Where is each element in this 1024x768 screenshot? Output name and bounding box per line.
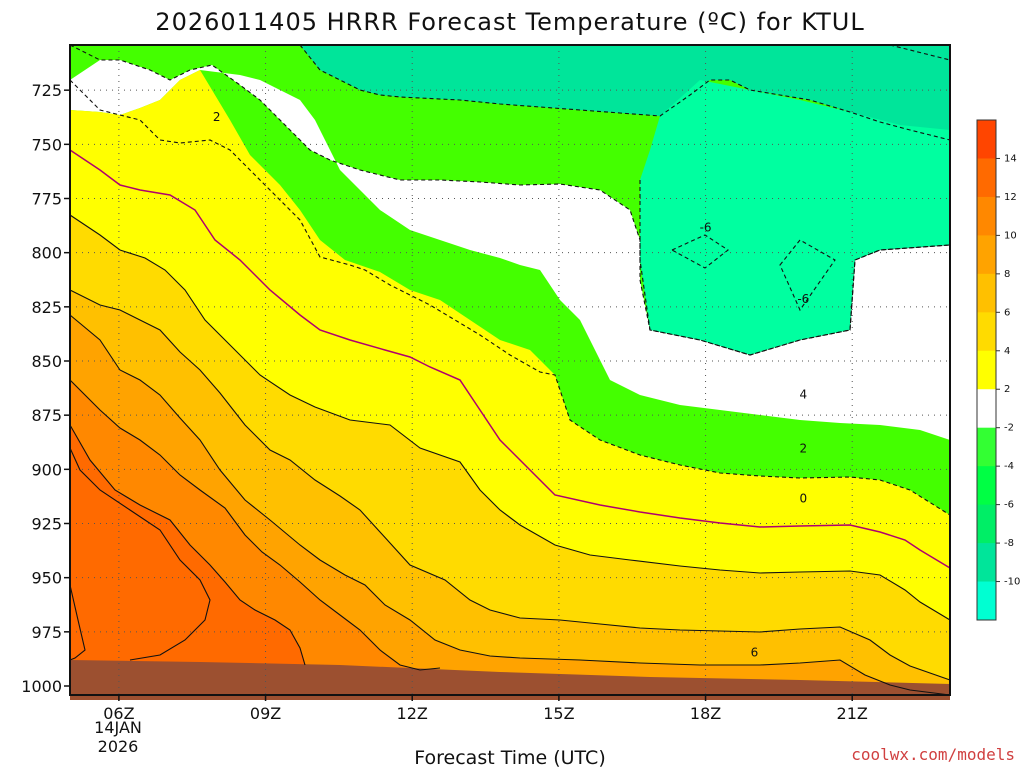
contour-minus6-cell1-line <box>670 234 729 269</box>
colorbar: 14 12 10 8 6 4 2 -2 -4 -6 -8 -10 <box>976 119 1020 621</box>
colorbar-swatch <box>977 466 996 506</box>
colorbar-label: 2 <box>1004 384 1010 395</box>
x-tick-label: 09Z <box>250 704 281 723</box>
y-tick-label: 750 <box>31 135 62 154</box>
contour-4-line <box>69 289 951 681</box>
colorbar-label: 8 <box>1004 269 1010 280</box>
y-tick-label: 850 <box>31 352 62 371</box>
x-tick-label: 06Z <box>103 704 134 723</box>
x-date-line-2: 2026 <box>98 737 139 756</box>
contour-label: 2 <box>800 442 808 456</box>
y-tick-label: 875 <box>31 406 62 425</box>
colorbar-swatch <box>977 504 996 544</box>
y-tick-label: 825 <box>31 298 62 317</box>
colorbar-swatch <box>977 543 996 583</box>
contour-12-line <box>69 447 211 661</box>
contour-label: -6 <box>797 292 809 306</box>
colorbar-swatch <box>977 427 996 467</box>
y-tick-label: 975 <box>31 623 62 642</box>
contour-labels: 2 -6 -6 4 2 0 6 <box>213 110 809 659</box>
chart-title: 2026011405 HRRR Forecast Temperature (ºC… <box>155 8 864 36</box>
y-axis-ticks: 725 750 775 800 825 850 875 900 925 950 975 1000 <box>21 81 70 696</box>
colorbar-swatch <box>977 312 996 352</box>
contour-label: 0 <box>800 492 808 506</box>
contour-label: 6 <box>751 645 759 659</box>
colorbar-label: 10 <box>1004 230 1017 241</box>
colorbar-swatch <box>977 273 996 313</box>
contour-2-line <box>69 79 951 516</box>
band-minus6-minus8-fill <box>640 80 950 355</box>
contour-minus8-line <box>889 44 951 61</box>
contour-6-line <box>69 314 951 696</box>
colorbar-label: 12 <box>1004 192 1017 203</box>
contour-label: -6 <box>700 221 712 235</box>
colorbar-label: 6 <box>1004 307 1010 318</box>
y-tick-label: 950 <box>31 569 62 588</box>
colorbar-label: -8 <box>1004 538 1014 549</box>
x-tick-label: 15Z <box>543 704 574 723</box>
plot-frame <box>69 44 951 696</box>
colorbar-swatch <box>977 350 996 390</box>
band-14-16-fill <box>70 448 210 662</box>
contour-10-line <box>69 424 306 666</box>
band-minus2-2-fill <box>70 60 950 440</box>
y-tick-label: 800 <box>31 244 62 263</box>
colorbar-swatch <box>977 235 996 275</box>
y-tick-label: 900 <box>31 460 62 479</box>
plot-area: 2 -6 -6 4 2 0 6 <box>69 44 951 700</box>
contour-label: 4 <box>800 388 808 402</box>
colorbar-label: 4 <box>1004 346 1010 357</box>
ground-fill <box>70 660 950 700</box>
colorbar-frame <box>976 119 997 621</box>
y-tick-label: 725 <box>31 81 62 100</box>
contour-0-line <box>69 149 951 569</box>
contour-minus4-line <box>69 44 951 356</box>
colorbar-label: 14 <box>1004 153 1017 164</box>
contour-14-line <box>69 584 86 661</box>
y-tick-label: 775 <box>31 190 62 209</box>
y-tick-label: 1000 <box>21 677 62 696</box>
colorbar-swatch <box>977 196 996 236</box>
colorbar-label: -10 <box>1004 577 1020 588</box>
contour-minus6-cell2-line <box>779 239 836 312</box>
contour-minus6-line <box>639 180 951 356</box>
colorbar-swatch <box>977 120 996 159</box>
colorbar-swatch <box>977 158 996 198</box>
contour-label: 2 <box>213 110 221 124</box>
x-tick-label: 18Z <box>690 704 721 723</box>
x-date-line-1: 14JAN <box>94 718 142 737</box>
gridlines <box>70 45 950 695</box>
contour-minus2-line <box>299 44 951 141</box>
contour-8-line <box>69 379 441 671</box>
source-credit: coolwx.com/models <box>851 745 1015 764</box>
colorbar-label: -4 <box>1004 461 1014 472</box>
contour-2c-line <box>69 214 951 621</box>
x-axis-ticks: 06Z 09Z 12Z 15Z 18Z 21Z <box>103 695 868 723</box>
colorbar-swatch <box>977 581 996 621</box>
colorbar-swatch <box>977 389 996 429</box>
x-tick-label: 21Z <box>837 704 868 723</box>
y-tick-label: 925 <box>31 515 62 534</box>
colorbar-label: -2 <box>1004 423 1014 434</box>
x-tick-label: 12Z <box>397 704 428 723</box>
colorbar-label: -6 <box>1004 500 1014 511</box>
x-axis-label: Forecast Time (UTC) <box>414 747 605 768</box>
